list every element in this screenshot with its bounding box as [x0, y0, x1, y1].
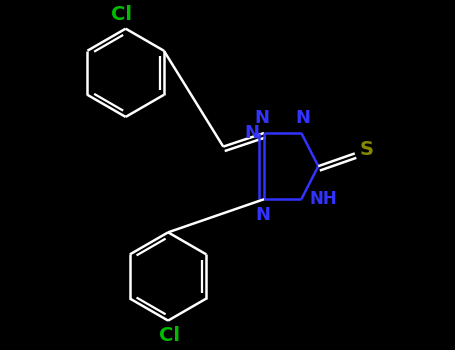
Text: N: N	[256, 206, 271, 224]
Text: S: S	[360, 140, 374, 159]
Text: Cl: Cl	[159, 326, 180, 345]
Text: N: N	[245, 124, 260, 142]
Text: Cl: Cl	[111, 5, 132, 23]
Text: NH: NH	[310, 190, 338, 208]
Text: N: N	[255, 109, 270, 127]
Text: N: N	[296, 109, 310, 127]
